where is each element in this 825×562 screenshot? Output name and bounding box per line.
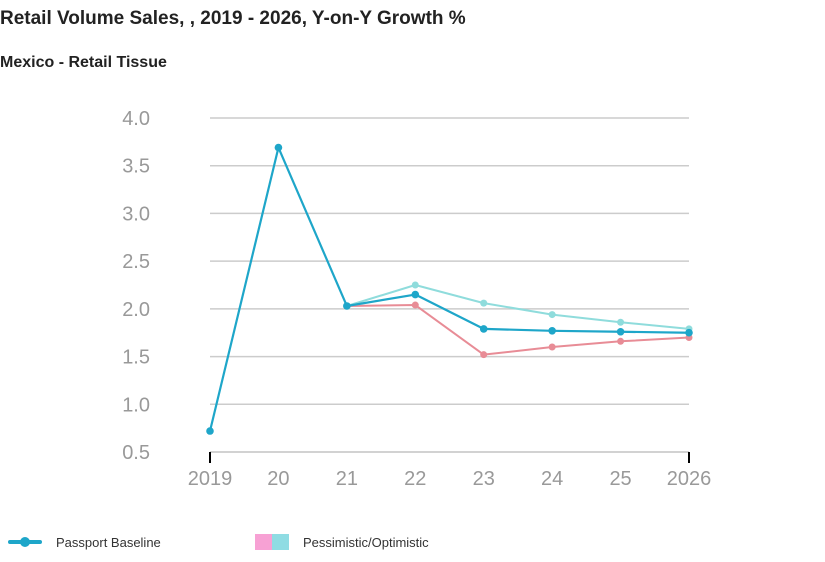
chart-title: Retail Volume Sales, , 2019 - 2026, Y-on… [0,8,466,29]
pessimistic-point [411,301,419,309]
y-tick-label: 0.5 [122,442,150,464]
pessimistic-series-line [346,304,690,356]
pessimistic-point [480,351,488,359]
baseline-point [206,427,214,435]
chart-subtitle: Mexico - Retail Tissue [0,54,167,71]
x-tick-label: 24 [541,468,563,490]
legend-item-pessimistic-optimistic[interactable]: Pessimistic/Optimistic [255,530,429,554]
baseline-line-swatch-icon [8,537,42,547]
optimistic-point [548,311,556,319]
y-tick-label: 3.0 [122,203,150,225]
baseline-point [343,302,351,310]
optimistic-series-line [346,284,690,330]
y-tick-label: 4.0 [122,108,150,130]
x-tick-label: 20 [267,468,289,490]
baseline-point [411,290,420,299]
legend-label-baseline: Passport Baseline [56,534,161,550]
y-tick-label: 1.5 [122,347,150,369]
legend-item-baseline[interactable]: Passport Baseline [8,530,161,554]
y-tick-label: 3.5 [122,156,150,178]
baseline-series-line [208,146,690,432]
x-tick-label: 2026 [667,468,712,490]
optimistic-point [480,299,488,307]
x-tick-label: 2019 [188,468,233,490]
y-tick-label: 1.0 [122,394,150,416]
x-tick-label: 21 [336,468,358,490]
pessimistic-point [548,343,556,351]
baseline-point [274,143,283,152]
baseline-point [548,327,556,335]
optimistic-point [617,318,625,326]
baseline-point [479,325,488,333]
baseline-point [685,328,693,337]
x-tick-label: 22 [404,468,426,490]
pessimistic-point [617,337,625,345]
optimistic-swatch-icon [272,534,289,550]
baseline-point [616,327,625,336]
y-tick-label: 2.0 [122,299,150,321]
x-tick-label: 25 [609,468,631,490]
legend-label-pessimistic-optimistic: Pessimistic/Optimistic [303,534,429,550]
x-tick-label: 23 [473,468,495,490]
pessimistic-swatch-icon [255,534,272,550]
y-tick-label: 2.5 [122,251,150,273]
optimistic-point [411,281,419,289]
